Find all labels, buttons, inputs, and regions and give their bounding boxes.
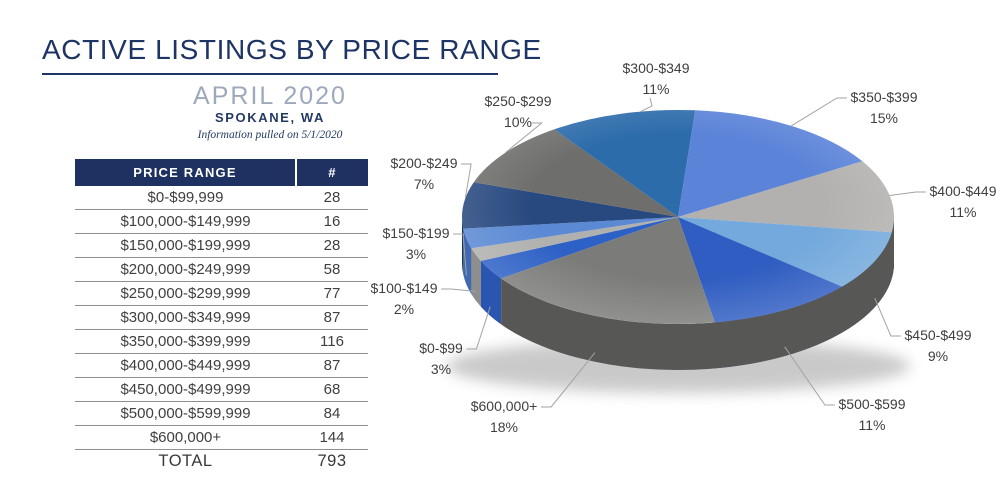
- count-cell: 116: [296, 329, 368, 354]
- pie-label-range: $300-$349: [622, 60, 690, 76]
- table-row: $450,000-$499,999 68: [75, 377, 368, 402]
- pie-label-8: $450-$499 9%: [905, 325, 972, 367]
- pie-label-range: $600,000+: [470, 398, 538, 414]
- pie-label-6: $350-$399 15%: [851, 87, 918, 129]
- table-row: $300,000-$349,999 87: [75, 305, 368, 330]
- leader-line-1: [441, 288, 476, 292]
- pie-slice-side-1: [471, 248, 481, 307]
- count-cell: 87: [296, 305, 368, 330]
- table-row: $100,000-$149,999 16: [75, 209, 368, 234]
- pie-label-range: $250-$299: [484, 93, 552, 109]
- count-cell: 87: [296, 353, 368, 378]
- price-range-cell: $0-$99,999: [75, 186, 296, 210]
- pie-label-range: $350-$399: [850, 89, 918, 105]
- pie-label-4: $250-$299 10%: [485, 91, 552, 133]
- price-table-header: PRICE RANGE #: [75, 159, 368, 186]
- leader-line-2: [453, 233, 467, 276]
- pie-label-pct: 18%: [489, 419, 519, 435]
- table-row: $350,000-$399,999 116: [75, 329, 368, 354]
- count-cell: 28: [296, 233, 368, 258]
- price-range-cell: $350,000-$399,999: [75, 329, 296, 354]
- price-range-cell: $250,000-$299,999: [75, 281, 296, 306]
- subtitle-location: SPOKANE, WA: [214, 110, 326, 125]
- pie-label-pct: 11%: [642, 81, 670, 97]
- pie-label-range: $400-$449: [929, 183, 997, 199]
- pie-label-pct: 15%: [869, 110, 899, 126]
- total-label-cell: TOTAL: [158, 452, 213, 470]
- price-range-cell: $300,000-$349,999: [75, 305, 296, 330]
- leader-line-9: [784, 346, 835, 406]
- leader-line-5: [640, 97, 653, 113]
- price-range-table: PRICE RANGE # $0-$99,999 28 $100,000-$14…: [75, 159, 368, 473]
- count-cell: 68: [296, 377, 368, 402]
- pie-slice-side-2: [463, 228, 472, 295]
- column-header-price-range: PRICE RANGE: [75, 159, 296, 186]
- pie-label-range: $500-$599: [838, 396, 906, 412]
- price-range-cell: $400,000-$449,999: [75, 353, 296, 378]
- subtitle-month: APRIL 2020: [193, 82, 347, 110]
- leader-line-8: [874, 297, 901, 337]
- table-row: $250,000-$299,999 77: [75, 281, 368, 306]
- pie-label-5: $300-$349 11%: [623, 58, 690, 100]
- pie-label-pct: 11%: [858, 417, 886, 433]
- pie-label-9: $500-$599 11%: [839, 394, 906, 436]
- leader-line-7: [889, 191, 926, 196]
- price-range-cell: $200,000-$249,999: [75, 257, 296, 282]
- pie-label-2: $150-$199 3%: [383, 223, 450, 265]
- table-row: $0-$99,999 28: [75, 186, 368, 210]
- leader-line-6: [790, 97, 847, 127]
- pie-label-range: $100-$149: [370, 280, 438, 296]
- price-table-body: $0-$99,999 28 $100,000-$149,999 16 $150,…: [75, 186, 368, 473]
- pie-label-pct: 11%: [949, 204, 977, 220]
- price-range-cell: $500,000-$599,999: [75, 401, 296, 426]
- pie-label-range: $450-$499: [904, 327, 972, 343]
- count-cell: 16: [296, 209, 368, 234]
- table-row: $600,000+ 144: [75, 425, 368, 450]
- pie-label-3: $200-$249 7%: [391, 153, 458, 195]
- column-header-count: #: [295, 159, 368, 186]
- pie-label-range: $150-$199: [382, 225, 450, 241]
- price-range-cell: $100,000-$149,999: [75, 209, 296, 234]
- count-cell: 84: [296, 401, 368, 426]
- pie-label-pct: 10%: [503, 114, 533, 130]
- table-row: $150,000-$199,999 28: [75, 233, 368, 258]
- count-cell: 144: [296, 425, 368, 450]
- price-range-cell: $450,000-$499,999: [75, 377, 296, 402]
- pie-label-range: $0-$99: [419, 340, 463, 356]
- pie-label-7: $400-$449 11%: [930, 181, 997, 223]
- table-row: $200,000-$249,999 58: [75, 257, 368, 282]
- count-cell: 58: [296, 257, 368, 282]
- info-pulled-note: Information pulled on 5/1/2020: [197, 129, 343, 141]
- pie-label-range: $200-$249: [390, 155, 458, 171]
- table-row: $500,000-$599,999 84: [75, 401, 368, 426]
- price-range-cell: $600,000+: [75, 425, 296, 450]
- pie-label-pct: 2%: [393, 301, 415, 317]
- pie-label-1: $100-$149 2%: [371, 278, 438, 320]
- pie-label-pct: 3%: [430, 361, 452, 377]
- pie-slice-side-0: [481, 260, 502, 325]
- price-range-cell: $150,000-$199,999: [75, 233, 296, 258]
- pie-label-10: $600,000+ 18%: [471, 396, 538, 438]
- table-row: $400,000-$449,999 87: [75, 353, 368, 378]
- pie-slice-side-10: [501, 217, 894, 371]
- pie-label-0: $0-$99 3%: [419, 338, 463, 380]
- leader-line-0: [466, 306, 491, 350]
- pie-label-pct: 3%: [405, 246, 427, 262]
- pie-sheen: [462, 110, 894, 324]
- table-total-row: TOTAL 793: [75, 450, 368, 474]
- count-cell: 28: [296, 186, 368, 210]
- page-title: ACTIVE LISTINGS BY PRICE RANGE: [42, 34, 541, 75]
- count-cell: 77: [296, 281, 368, 306]
- pie-label-pct: 9%: [927, 348, 949, 364]
- total-value-cell: 793: [317, 452, 347, 470]
- pie-label-pct: 7%: [413, 176, 435, 192]
- pie-slice-side-3: [462, 217, 464, 275]
- leader-line-4: [505, 122, 544, 153]
- leader-line-3: [461, 163, 472, 199]
- leader-line-10: [541, 352, 596, 408]
